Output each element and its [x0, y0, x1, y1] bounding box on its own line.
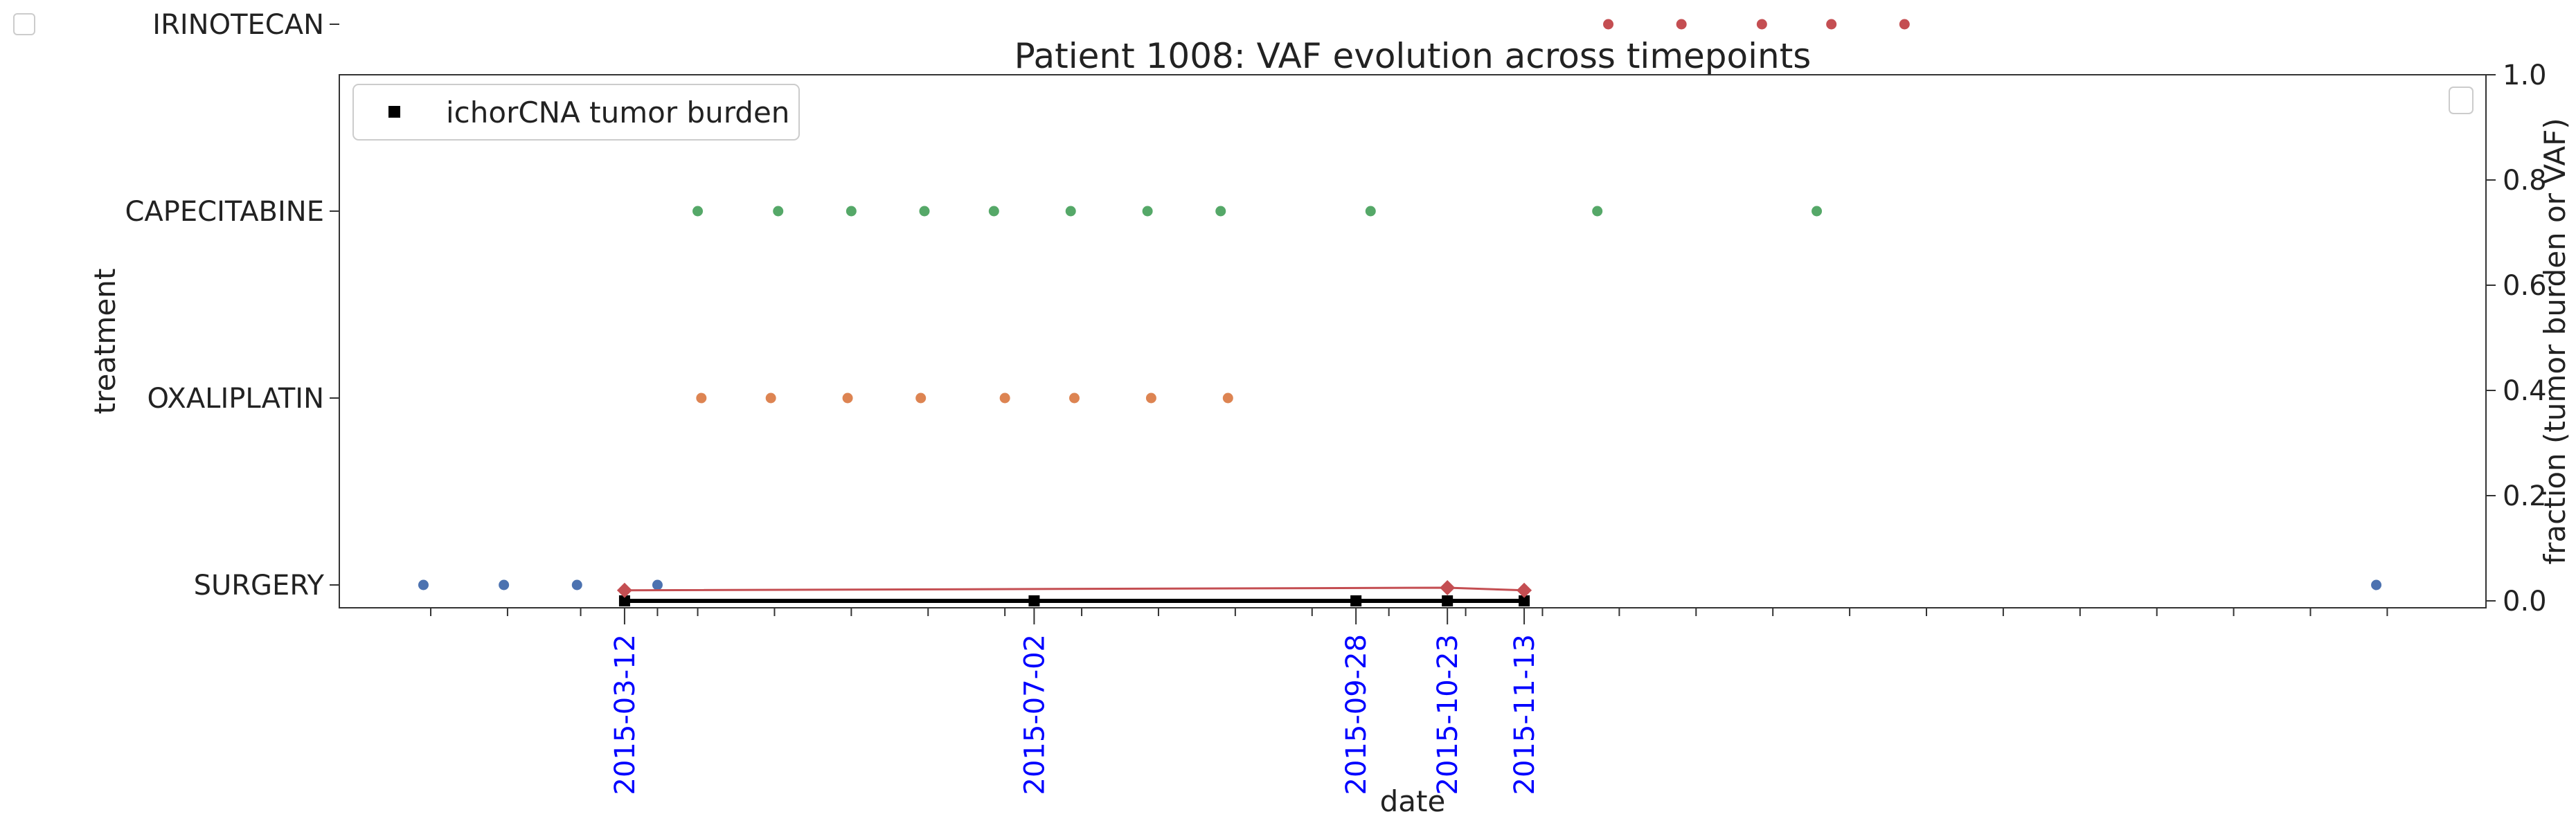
left-y-tick-label: IRINOTECAN: [152, 9, 324, 41]
x-tick-label: 2015-03-12: [609, 634, 641, 795]
right-y-tick-label: 0.2: [2503, 480, 2547, 512]
treatment-event-point: [2371, 579, 2382, 590]
right-y-axis-label: fraction (tumor burden or VAF): [2538, 118, 2572, 564]
chart-title: Patient 1008: VAF evolution across timep…: [1014, 36, 1812, 76]
left-y-tick-label: CAPECITABINE: [125, 196, 324, 228]
right-y-axis: 0.0 0.2 0.4 0.6 0.8 1.0: [2486, 60, 2547, 617]
treatment-event-point: [692, 206, 704, 217]
treatment-event-point: [915, 393, 927, 404]
treatment-event-point: [1068, 393, 1080, 404]
right-y-tick-label: 0.4: [2503, 375, 2547, 407]
treatment-event-point: [499, 579, 510, 590]
vaf-line: [624, 586, 1525, 592]
minor-ticks: [430, 608, 2388, 616]
treatment-event-point: [1899, 19, 1910, 30]
treatment-event-point: [696, 393, 707, 404]
legend-label-ichorcna: ichorCNA tumor burden: [446, 96, 789, 129]
legend: ichorCNA tumor burden: [352, 84, 800, 141]
vaf-point: [1440, 580, 1456, 595]
tumor-burden-point: [618, 595, 630, 606]
plot-frame: [339, 74, 2487, 608]
treatment-event-point: [652, 579, 663, 590]
treatment-event-point: [773, 206, 784, 217]
treatment-event-point: [571, 579, 582, 590]
treatment-event-point: [1145, 393, 1156, 404]
treatment-event-point: [1365, 206, 1376, 217]
left-y-axis-label: treatment: [88, 269, 122, 415]
vaf-point: [616, 582, 632, 598]
treatment-event-point: [1826, 19, 1837, 30]
left-y-tick-label: OXALIPLATIN: [147, 383, 324, 415]
tumor-burden-point: [1519, 595, 1530, 606]
corner-checkbox[interactable]: [13, 13, 35, 35]
treatment-events: [418, 19, 2382, 590]
tumor-burden-point: [1442, 595, 1454, 606]
vaf-point: [1517, 582, 1532, 598]
tumor-burden-point: [1350, 595, 1362, 606]
treatment-event-point: [1215, 206, 1226, 217]
treatment-event-point: [418, 579, 429, 590]
x-tick-label: 2015-11-13: [1509, 634, 1541, 795]
treatment-event-point: [1142, 206, 1153, 217]
x-tick-label: 2015-09-28: [1341, 634, 1372, 795]
treatment-event-point: [1812, 206, 1823, 217]
treatment-event-point: [1065, 206, 1076, 217]
left-y-axis: SURGERY OXALIPLATIN CAPECITABINE IRINOTECAN: [125, 9, 339, 602]
x-axis-label: date: [1380, 784, 1446, 818]
x-tick-label: 2015-07-02: [1019, 634, 1050, 795]
x-tick-labels: 2015-03-12 2015-07-02 2015-09-28 2015-10-23…: [609, 608, 1541, 795]
right-y-tick-label: 0.0: [2503, 586, 2547, 617]
treatment-event-point: [1676, 19, 1687, 30]
treatment-event-point: [988, 206, 999, 217]
right-legend-box: [2449, 87, 2474, 114]
treatment-event-point: [842, 393, 853, 404]
legend-marker-ichorcna: [388, 106, 400, 118]
treatment-event-point: [1603, 19, 1614, 30]
right-y-tick-label: 0.6: [2503, 270, 2547, 302]
x-tick-label: 2015-10-23: [1432, 634, 1464, 795]
right-y-tick-label: 0.8: [2503, 165, 2547, 197]
tumor-burden-point: [1028, 595, 1040, 606]
treatment-event-point: [765, 393, 776, 404]
legend-box: [352, 84, 800, 141]
left-y-tick-label: SURGERY: [194, 570, 325, 602]
treatment-event-point: [846, 206, 857, 217]
treatment-event-point: [999, 393, 1010, 404]
right-y-tick-label: 1.0: [2503, 60, 2547, 91]
treatment-event-point: [1222, 393, 1233, 404]
treatment-event-point: [1756, 19, 1767, 30]
treatment-event-point: [1592, 206, 1603, 217]
treatment-event-point: [919, 206, 930, 217]
series-layer: [616, 580, 1532, 606]
